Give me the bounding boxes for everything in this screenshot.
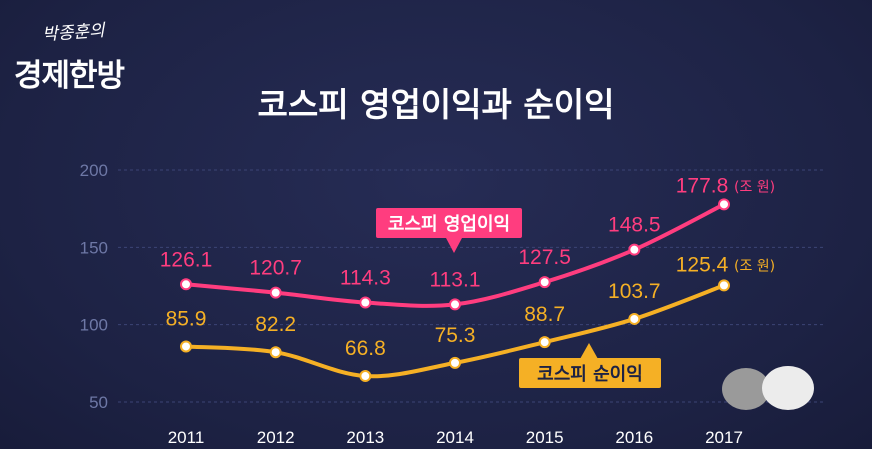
series-label: 코스피 순이익: [537, 364, 643, 385]
y-tick-label: 200: [80, 161, 108, 180]
data-label: 125.4: [676, 253, 729, 276]
data-label: 120.7: [249, 257, 302, 280]
data-point: [269, 286, 282, 299]
data-point: [449, 298, 461, 311]
legend-pointer: [580, 343, 598, 359]
legend-box: [376, 208, 522, 238]
data-label: 82.2: [255, 313, 296, 336]
data-point: [628, 312, 641, 325]
data-point: [359, 370, 372, 383]
data-label: 85.9: [166, 307, 207, 330]
data-label: 127.5: [518, 246, 571, 269]
data-label: 126.1: [160, 248, 213, 271]
data-point: [269, 346, 282, 359]
data-point: [180, 278, 192, 291]
data-label: 103.7: [608, 280, 661, 303]
x-tick-label: 2017: [705, 428, 743, 447]
data-point: [538, 336, 551, 349]
brand-logo: 경제한방: [14, 58, 125, 94]
data-point: [359, 296, 372, 309]
data-point: [180, 340, 192, 353]
unit-label: (조 원): [734, 179, 775, 195]
data-label: 177.8: [676, 174, 729, 197]
x-tick-label: 2011: [168, 428, 205, 447]
data-point: [718, 279, 730, 292]
chart-title: 코스피 영업이익과 순이익: [257, 85, 615, 124]
money-bag-icon: [762, 366, 814, 410]
y-tick-label: 100: [80, 316, 108, 335]
x-tick-label: 2015: [526, 428, 564, 447]
data-point: [538, 276, 551, 289]
x-tick-label: 2012: [257, 428, 295, 447]
data-label: 88.7: [524, 303, 565, 326]
data-label: 66.8: [345, 337, 386, 360]
x-tick-label: 2013: [346, 428, 384, 447]
data-label: 114.3: [340, 267, 391, 290]
data-point: [449, 356, 461, 369]
data-point: [718, 198, 730, 211]
data-point: [628, 243, 641, 256]
series-label: 코스피 영업이익: [388, 214, 510, 235]
y-tick-label: 150: [80, 238, 108, 257]
data-label: 148.5: [608, 214, 661, 237]
legend-pointer: [446, 238, 462, 253]
y-tick-label: 50: [89, 393, 108, 412]
data-label: 113.1: [430, 268, 481, 291]
x-tick-label: 2016: [615, 428, 653, 447]
x-tick-label: 2014: [436, 428, 474, 447]
legend-box: [519, 358, 661, 388]
unit-label: (조 원): [734, 258, 775, 274]
data-label: 75.3: [435, 324, 476, 347]
